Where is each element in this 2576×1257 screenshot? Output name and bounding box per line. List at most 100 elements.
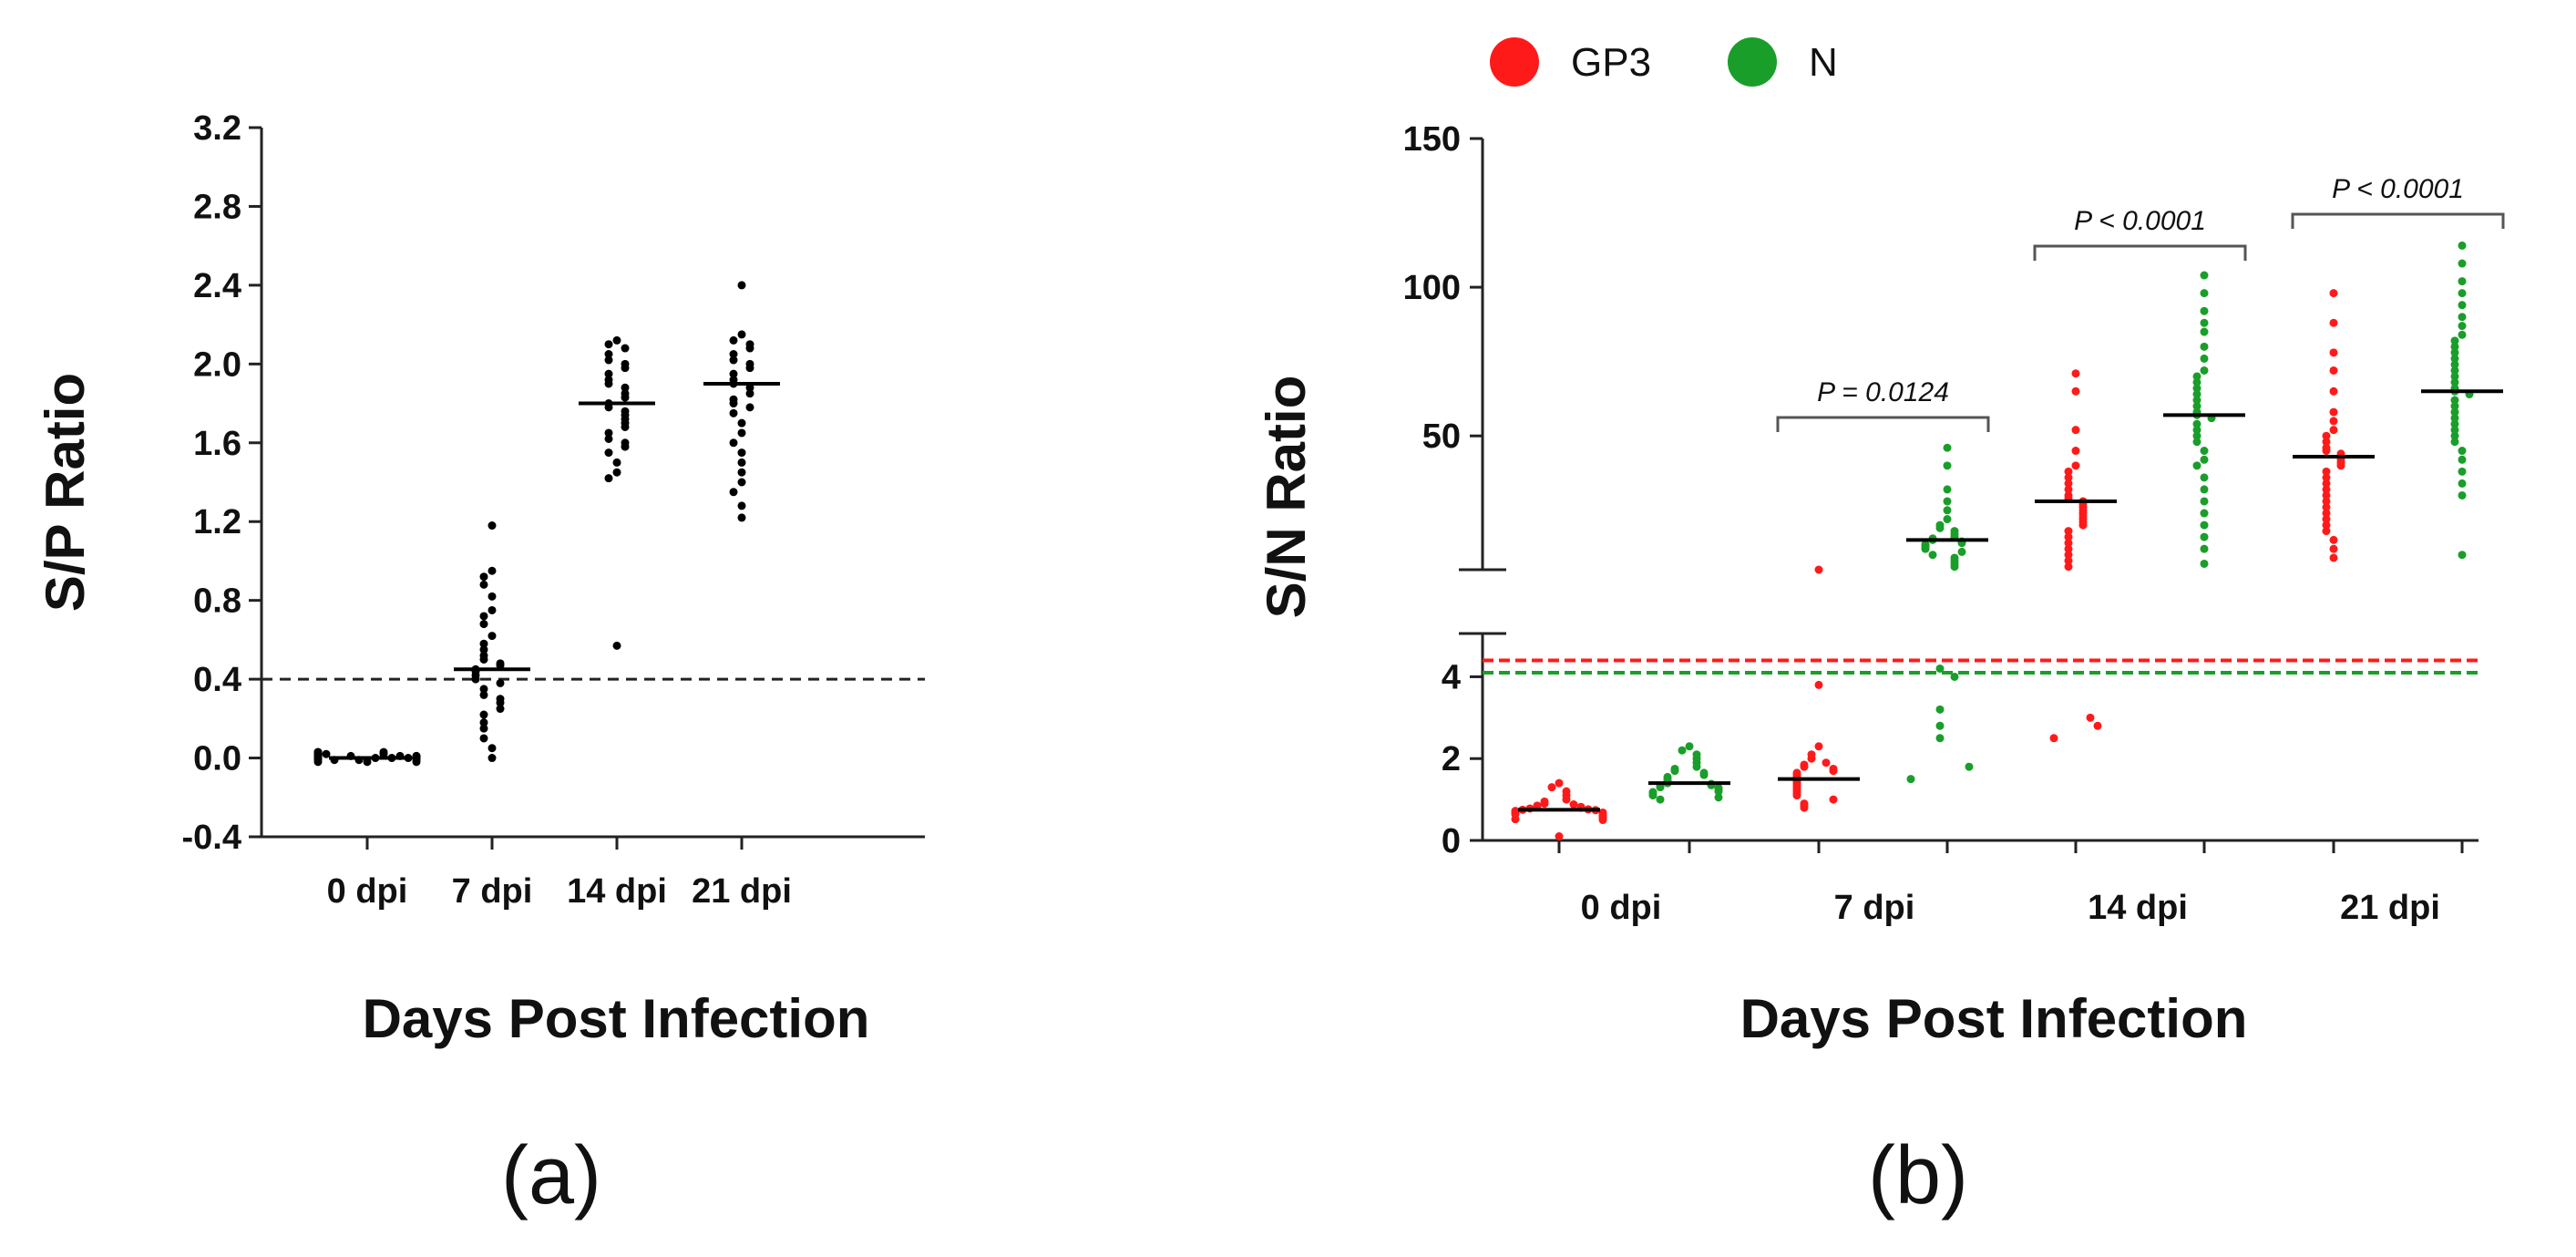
chart-a-point bbox=[487, 632, 497, 641]
chart-b-point-n bbox=[2192, 438, 2201, 447]
chart-b-point-n bbox=[2450, 402, 2459, 411]
chart-b-point-gp3 bbox=[2078, 520, 2088, 530]
chart-b-xtick-label: 21 dpi bbox=[2340, 889, 2440, 927]
chart-a-point bbox=[487, 744, 497, 753]
chart-b-point-gp3 bbox=[2064, 532, 2073, 541]
chart-b-point-n bbox=[1935, 721, 1945, 730]
chart-b-point-gp3 bbox=[2329, 544, 2338, 553]
chart-a-point bbox=[479, 572, 488, 582]
chart-b-point-n bbox=[1943, 506, 1952, 515]
chart-b-point-gp3 bbox=[2071, 426, 2080, 435]
chart-b-point-n bbox=[2192, 402, 2201, 411]
chart-b-point-n bbox=[2458, 479, 2467, 488]
chart-a-point bbox=[745, 403, 754, 412]
chart-a-ytick-label: 0.8 bbox=[193, 582, 241, 621]
chart-b-point-gp3 bbox=[2322, 431, 2331, 440]
chart-b-point-n bbox=[2450, 377, 2459, 386]
chart-a-point bbox=[496, 705, 505, 714]
chart-a-xtick-label: 0 dpi bbox=[327, 872, 408, 911]
chart-b-point-n bbox=[2192, 372, 2201, 381]
chart-b-point-n bbox=[2450, 342, 2459, 351]
chart-b-point-n bbox=[1714, 787, 1723, 796]
chart-a-xtick-label: 7 dpi bbox=[452, 872, 533, 911]
chart-b-point-n bbox=[2458, 277, 2467, 286]
chart-a-xtick-label: 14 dpi bbox=[567, 872, 667, 911]
chart-b-point-n bbox=[2200, 289, 2209, 298]
chart-b-point-n bbox=[2200, 455, 2209, 464]
chart-a-point bbox=[612, 468, 621, 477]
chart-b-significance-label: P < 0.0001 bbox=[2332, 174, 2464, 204]
chart-b-point-n bbox=[2450, 366, 2459, 375]
chart-a-points bbox=[313, 281, 780, 767]
chart-b-point-gp3 bbox=[2064, 539, 2073, 548]
chart-a-point bbox=[479, 655, 488, 664]
chart-a-ytick-label: 2.8 bbox=[193, 188, 241, 226]
chart-b-point-n bbox=[1943, 497, 1952, 506]
chart-a-xtick-label: 21 dpi bbox=[692, 872, 792, 911]
chart-b-point-gp3 bbox=[2322, 497, 2331, 506]
chart-a-point bbox=[604, 379, 613, 388]
chart-b-point-gp3 bbox=[2322, 473, 2331, 482]
chart-b-xtick-label: 0 dpi bbox=[1581, 889, 1662, 927]
chart-b-point-gp3 bbox=[1547, 783, 1556, 792]
chart-b-ytick-label: 2 bbox=[1442, 740, 1461, 778]
chart-b-point-n bbox=[2200, 318, 2209, 327]
chart-b-significance-bracket bbox=[1776, 416, 1990, 432]
chart-b-ytick-label: 150 bbox=[1403, 120, 1461, 159]
chart-b-point-n bbox=[2192, 419, 2201, 428]
chart-b-point-n bbox=[2200, 354, 2209, 363]
chart-b-point-gp3 bbox=[2322, 438, 2331, 447]
chart-a-point bbox=[604, 369, 613, 378]
chart-b-point-gp3 bbox=[2086, 713, 2095, 722]
chart-b-point-n bbox=[2450, 419, 2459, 428]
chart-b-significance-label: P < 0.0001 bbox=[2074, 206, 2206, 236]
chart-b-point-gp3 bbox=[2329, 386, 2338, 396]
chart-b-ytick-label: 50 bbox=[1422, 417, 1461, 456]
chart-b-point-n bbox=[1943, 515, 1952, 524]
chart-b-point-n bbox=[2450, 414, 2459, 423]
chart-a-point bbox=[621, 364, 630, 373]
chart-b-point-gp3 bbox=[2322, 527, 2331, 536]
chart-b-legend: GP3 N bbox=[1490, 37, 1838, 87]
chart-b-point-gp3 bbox=[1533, 801, 1542, 810]
chart-b-point-gp3 bbox=[2322, 467, 2331, 476]
chart-b-point-gp3 bbox=[1829, 767, 1838, 776]
chart-b-point-gp3 bbox=[2322, 502, 2331, 511]
chart-a-point bbox=[496, 698, 505, 707]
chart-b-point-n bbox=[2200, 447, 2209, 456]
chart-a-ytick-label: 2.4 bbox=[193, 267, 241, 305]
chart-b-ylabel: S/N Ratio bbox=[1256, 376, 1317, 619]
chart-b-point-n bbox=[1950, 672, 1959, 681]
chart-b-point-n bbox=[2200, 342, 2209, 351]
chart-a-point bbox=[621, 393, 630, 402]
chart-b-point-n bbox=[1943, 443, 1952, 452]
chart-a-point bbox=[479, 685, 488, 694]
chart-b-point-n bbox=[1943, 461, 1952, 470]
chart-b-point-gp3 bbox=[1598, 816, 1607, 825]
chart-a-ylabel: S/P Ratio bbox=[35, 373, 96, 612]
chart-b-point-gp3 bbox=[1814, 742, 1823, 751]
chart-b-point-n bbox=[2192, 384, 2201, 393]
chart-b-point-n bbox=[2200, 544, 2209, 553]
chart-a-point bbox=[379, 747, 388, 757]
chart-a-point bbox=[737, 428, 746, 438]
chart-b-point-n bbox=[2200, 520, 2209, 530]
chart-a-point bbox=[612, 335, 621, 345]
chart-b-point-gp3 bbox=[1555, 832, 1564, 841]
chart-b-point-gp3 bbox=[1540, 799, 1549, 809]
chart-b-point-n bbox=[2200, 559, 2209, 568]
chart-b-point-gp3 bbox=[1792, 791, 1801, 800]
chart-b-point-n bbox=[2192, 396, 2201, 405]
chart-b-point-gp3 bbox=[2329, 426, 2338, 435]
chart-b-point-n bbox=[2458, 551, 2467, 560]
chart-b-point-gp3 bbox=[1814, 680, 1823, 689]
chart-a-point bbox=[479, 734, 488, 743]
chart-b-point-gp3 bbox=[2064, 551, 2073, 560]
chart-b-point-n bbox=[1678, 746, 1687, 755]
chart-b-point-gp3 bbox=[2322, 485, 2331, 494]
chart-b-significance-bracket bbox=[2291, 212, 2505, 229]
chart-b-point-n bbox=[2200, 366, 2209, 375]
chart-b-point-gp3 bbox=[2322, 520, 2331, 530]
chart-a-point bbox=[604, 434, 613, 443]
chart-b-point-gp3 bbox=[2329, 553, 2338, 562]
